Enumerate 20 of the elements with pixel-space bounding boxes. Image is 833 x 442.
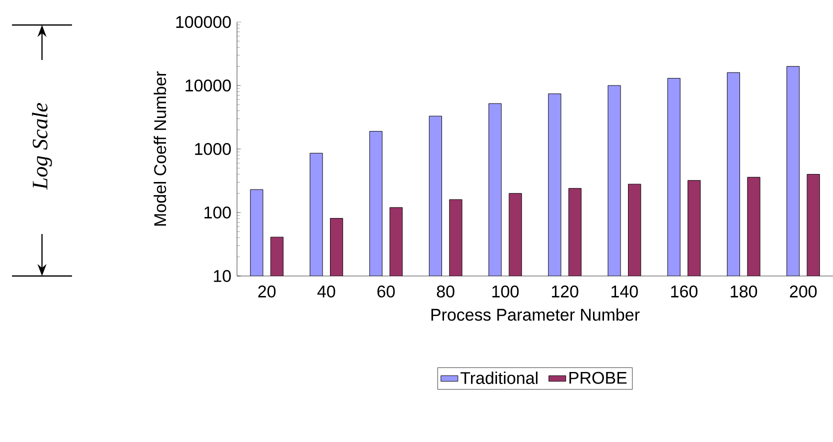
- x-tick-label: 120: [552, 285, 578, 298]
- x-tick-label: 60: [377, 285, 395, 298]
- x-tick-label: 180: [730, 285, 758, 298]
- legend-label: Traditional: [460, 372, 538, 384]
- x-tick-label: 160: [671, 285, 698, 298]
- x-tick-label: 20: [258, 285, 276, 298]
- x-axis-title: Process Parameter Number: [431, 308, 640, 321]
- legend-label: PROBE: [569, 372, 627, 384]
- y-tick-label: 10: [214, 270, 231, 282]
- y-tick-label: 1000: [195, 143, 231, 155]
- y-tick-label: 100000: [176, 16, 231, 28]
- text: Log Scale: [32, 102, 52, 190]
- y-axis-title: Model Coeff Number: [154, 71, 166, 226]
- x-tick-label: 200: [790, 285, 817, 298]
- x-tick-label: 80: [436, 285, 454, 298]
- x-tick-label: 140: [612, 285, 638, 298]
- x-tick-label: 100: [492, 285, 519, 298]
- y-tick-label: 100: [204, 206, 231, 218]
- x-tick-label: 40: [317, 285, 336, 298]
- y-tick-label: 10000: [186, 80, 231, 92]
